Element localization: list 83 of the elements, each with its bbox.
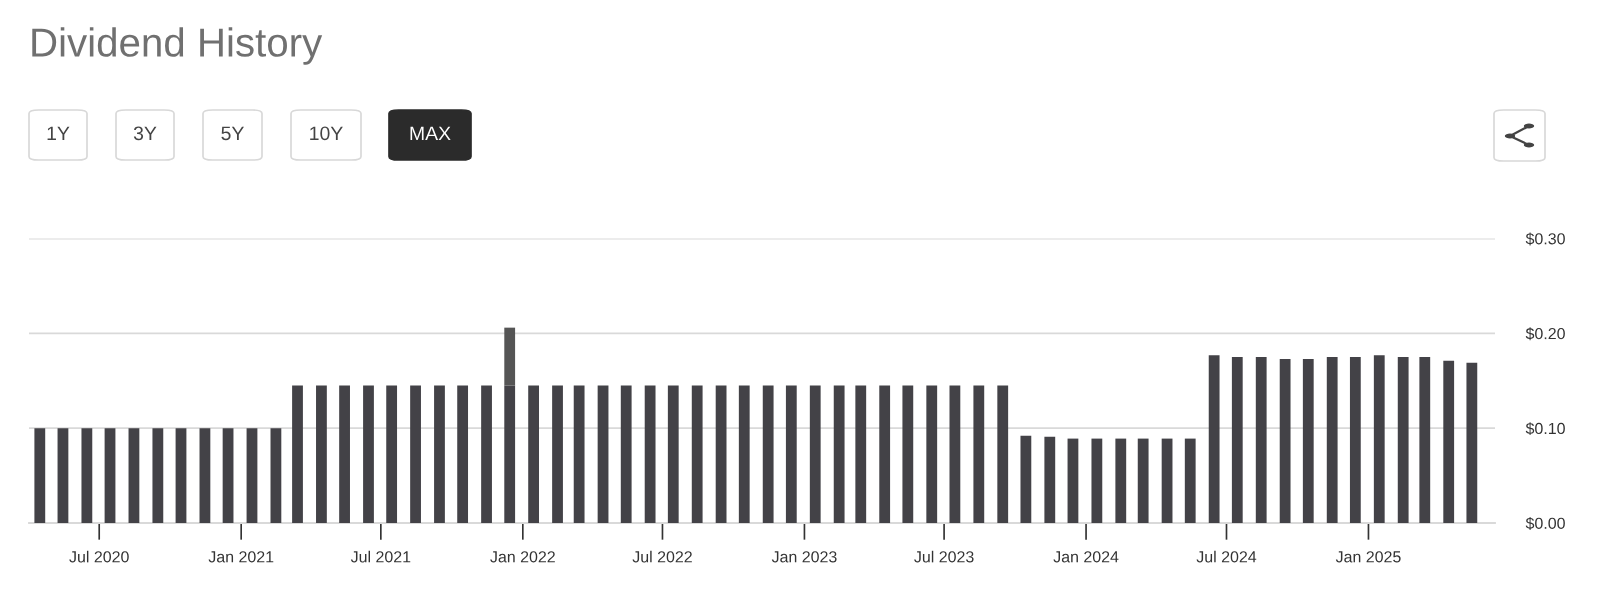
bar <box>949 385 961 523</box>
bar <box>410 385 421 523</box>
bar <box>175 428 187 523</box>
bar <box>1231 357 1243 523</box>
text: 10Y <box>310 126 343 141</box>
bar <box>270 428 282 523</box>
bar <box>504 327 516 386</box>
x-tick-label: Jul 2024 <box>1196 550 1257 563</box>
bar <box>316 385 327 523</box>
bar <box>1443 360 1455 523</box>
bar <box>809 385 821 523</box>
bar <box>785 385 797 523</box>
text: 1Y <box>47 126 70 141</box>
bar <box>926 385 938 523</box>
bar <box>504 385 516 523</box>
bar <box>997 385 1009 523</box>
bar <box>128 428 140 523</box>
bar <box>973 385 985 523</box>
x-tick-label: Jan 2025 <box>1335 551 1401 563</box>
x-tick-label: Jul 2020 <box>69 550 129 563</box>
x-tick-label: Jul 2021 <box>350 550 411 563</box>
bar <box>434 385 445 523</box>
bar <box>667 385 679 523</box>
bar <box>386 385 398 523</box>
bar <box>644 385 656 523</box>
bar <box>34 428 46 523</box>
bar <box>152 428 164 523</box>
bar <box>104 428 116 523</box>
bar <box>481 385 492 523</box>
bar <box>1279 358 1291 523</box>
x-tick-label: Jan 2023 <box>771 551 837 563</box>
x-tick-label: Jan 2021 <box>208 551 274 563</box>
bar <box>1137 438 1149 523</box>
bar <box>1161 438 1173 523</box>
bar <box>855 385 867 523</box>
bar <box>902 385 914 523</box>
bar <box>1349 357 1361 523</box>
bar <box>738 385 750 523</box>
bar <box>81 428 93 523</box>
y-tick-label: $0.20 <box>1525 327 1565 341</box>
bar <box>222 428 234 523</box>
bar <box>1373 355 1385 523</box>
bar <box>620 385 632 523</box>
bar <box>1044 436 1056 523</box>
bar <box>1208 355 1220 523</box>
bar <box>1255 357 1267 523</box>
bar <box>879 385 891 523</box>
x-tick-label: Jul 2023 <box>914 550 974 563</box>
bar <box>1184 438 1196 523</box>
y-tick-label: $0.10 <box>1525 422 1565 436</box>
bar <box>762 385 774 523</box>
bar <box>597 385 609 523</box>
bar <box>1091 438 1103 523</box>
bar <box>292 385 303 523</box>
text: 5Y <box>221 126 244 141</box>
bar <box>1115 438 1127 523</box>
bar <box>1419 357 1431 523</box>
bar <box>363 385 374 523</box>
bar <box>1326 357 1338 523</box>
bar <box>246 428 258 523</box>
text: 3Y <box>133 126 157 141</box>
bar <box>552 385 563 523</box>
bar <box>691 385 703 523</box>
bar <box>1067 438 1079 523</box>
y-tick-label: $0.00 <box>1525 516 1565 530</box>
y-tick-label: $0.30 <box>1525 232 1565 246</box>
bar <box>1466 362 1478 523</box>
bar <box>339 385 350 523</box>
bar <box>528 385 540 523</box>
x-tick-label: Jan 2024 <box>1053 551 1119 563</box>
bar <box>715 385 727 523</box>
bar <box>57 428 69 523</box>
bar <box>1302 358 1314 523</box>
bar <box>573 385 585 523</box>
text: MAX <box>410 126 451 141</box>
bar <box>1397 357 1409 523</box>
chart-title: Dividend History <box>32 27 323 65</box>
bar <box>199 428 211 523</box>
bar <box>1020 435 1032 523</box>
bar <box>833 385 845 523</box>
x-tick-label: Jan 2022 <box>490 551 555 563</box>
x-tick-label: Jul 2022 <box>632 550 692 563</box>
bar <box>457 385 469 523</box>
